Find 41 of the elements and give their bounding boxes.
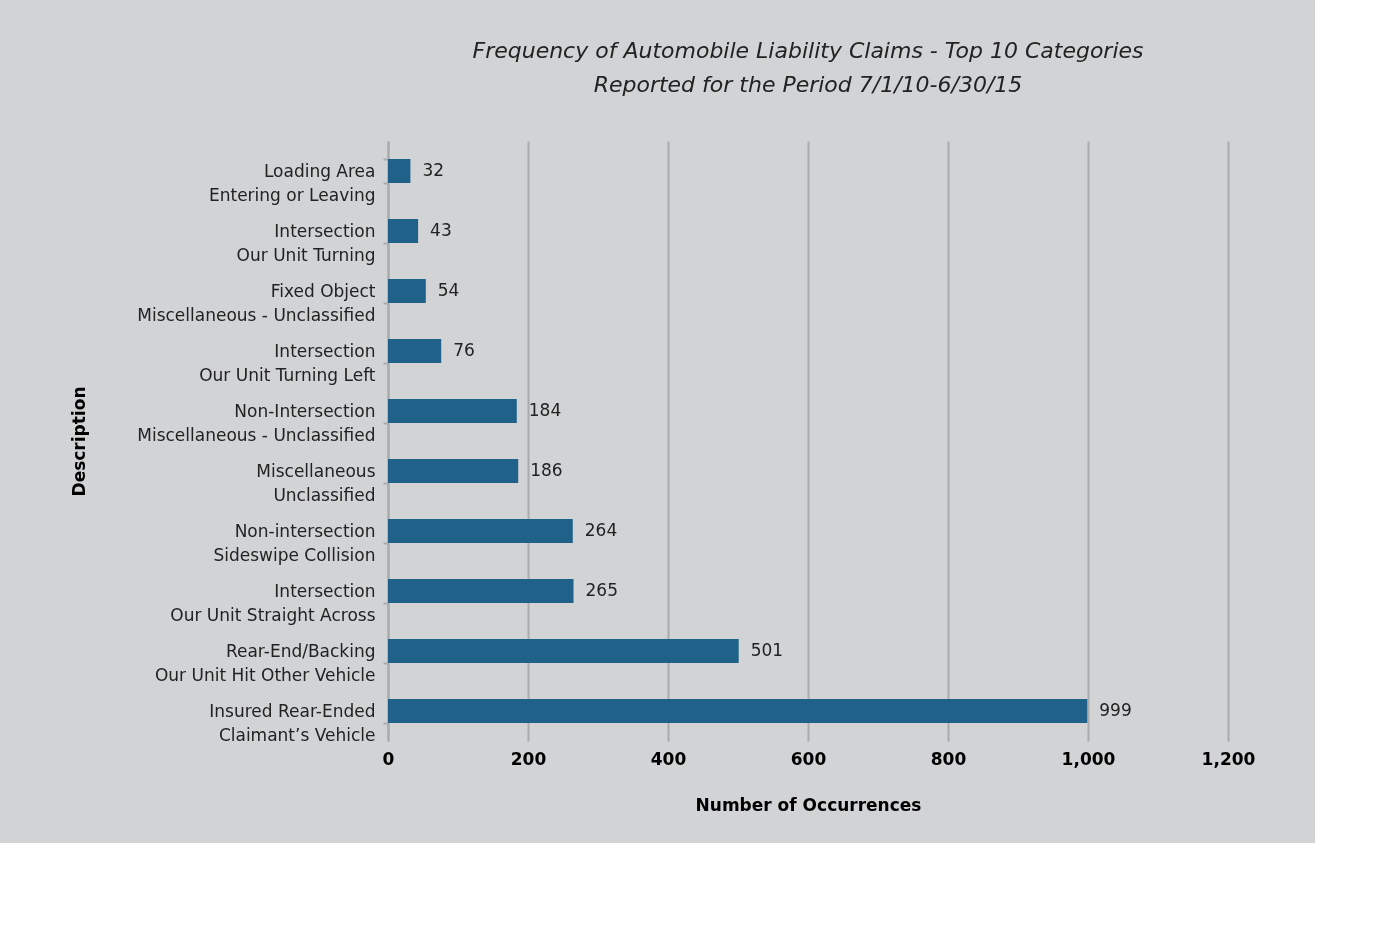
data-label: 999 <box>1099 700 1132 720</box>
y-tick-label: Non-intersection Sideswipe Collision <box>213 520 376 565</box>
x-axis-title: Number of Occurrences <box>695 794 922 815</box>
chart-subtitle: Reported for the Period 7/1/10-6/30/15 <box>593 72 1023 97</box>
y-tick-label: Loading Area Entering or Leaving <box>208 160 376 205</box>
y-tick-label: Intersection Our Unit Turning Left <box>199 340 376 385</box>
y-tick-label: Fixed Object Miscellaneous - Unclassified <box>137 280 376 325</box>
bar <box>388 219 419 243</box>
y-tick-label: Intersection Our Unit Straight Across <box>170 580 376 625</box>
data-label: 264 <box>584 520 618 540</box>
data-label: 501 <box>750 640 784 660</box>
data-label: 184 <box>528 400 562 420</box>
x-tick-label: 0 <box>382 748 395 769</box>
x-tick-label: 600 <box>790 748 827 769</box>
data-label: 32 <box>422 160 445 180</box>
x-tick-label: 400 <box>650 748 687 769</box>
bar <box>388 699 1088 723</box>
x-tick-label: 200 <box>510 748 547 769</box>
data-label: 43 <box>430 220 452 240</box>
data-label: 54 <box>437 280 460 300</box>
x-tick-label: 1,200 <box>1201 748 1256 769</box>
y-axis-title: Description <box>68 386 89 497</box>
data-label: 186 <box>530 460 563 480</box>
y-tick-label: Non-Intersection Miscellaneous - Unclassified <box>137 400 376 445</box>
bar <box>388 459 519 483</box>
x-tick-label: 800 <box>930 748 967 769</box>
bar <box>388 519 573 543</box>
bar <box>388 339 442 363</box>
bar <box>388 279 426 303</box>
y-tick-label: Miscellaneous Unclassified <box>256 460 376 505</box>
bar <box>388 639 739 663</box>
bar <box>388 579 574 603</box>
y-tick-label: Insured Rear-Ended Claimant’s Vehicle <box>209 700 376 745</box>
y-tick-label: Rear-End/Backing Our Unit Hit Other Vehicle <box>154 640 376 685</box>
x-tick-label: 1,000 <box>1061 748 1116 769</box>
bar <box>388 159 411 183</box>
data-label: 76 <box>453 340 475 360</box>
chart-title: Frequency of Automobile Liability Claims - Top 10 Categories <box>472 38 1144 63</box>
y-tick-label: Intersection Our Unit Turning <box>236 220 376 265</box>
bar <box>388 399 517 423</box>
data-label: 265 <box>585 580 618 600</box>
